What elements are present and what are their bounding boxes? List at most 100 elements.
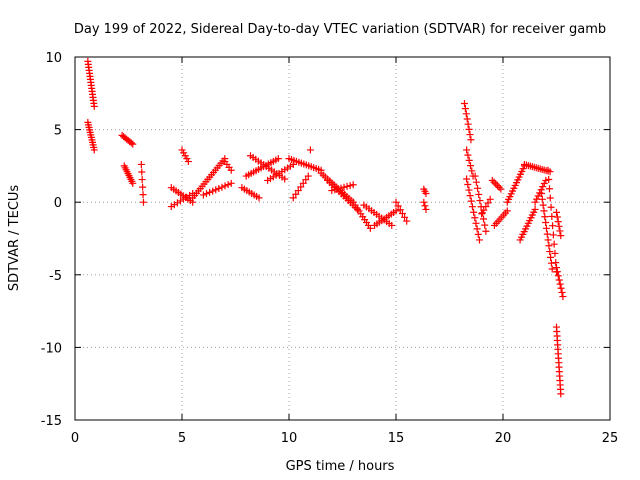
data-point — [555, 222, 563, 230]
data-point — [557, 232, 565, 240]
data-point — [553, 264, 560, 272]
data-point — [554, 218, 562, 226]
data-point — [467, 136, 475, 144]
y-tick-label: -5 — [49, 269, 62, 284]
grid-lines — [75, 57, 610, 420]
data-point — [550, 240, 558, 248]
data-point — [471, 214, 479, 222]
data-point — [466, 131, 474, 139]
data-point — [497, 185, 505, 193]
data-point — [199, 191, 207, 199]
data-point — [545, 175, 553, 183]
data-point — [484, 199, 492, 207]
data-point — [559, 293, 567, 301]
data-point — [555, 276, 563, 284]
data-point — [221, 182, 229, 190]
chart-title: Day 199 of 2022, Sidereal Day-to-day VTE… — [74, 22, 606, 37]
data-point — [545, 242, 553, 250]
data-point — [547, 203, 555, 211]
data-point — [470, 208, 478, 216]
data-point — [139, 183, 147, 191]
data-point — [476, 197, 484, 205]
data-point — [551, 249, 559, 257]
data-point — [289, 160, 297, 168]
data-point — [255, 194, 263, 202]
data-point — [465, 156, 473, 164]
data-point — [129, 179, 137, 187]
data-point — [465, 125, 473, 133]
data-point — [557, 390, 565, 398]
data-point — [466, 162, 474, 170]
data-point — [304, 172, 312, 180]
data-point — [543, 230, 551, 238]
data-point — [544, 166, 552, 174]
data-point — [467, 197, 475, 205]
data-point — [468, 203, 476, 211]
data-point — [478, 210, 486, 218]
x-tick-label: 15 — [388, 431, 405, 446]
data-point — [299, 179, 307, 187]
data-point — [281, 175, 289, 183]
axis-ticks: 0 5 10 15 20 25 -15 -10 -5 0 5 10 — [41, 51, 619, 446]
data-point — [294, 187, 302, 195]
data-point — [421, 202, 429, 210]
x-tick-label: 25 — [602, 431, 619, 446]
data-point — [403, 217, 411, 225]
data-point — [538, 189, 546, 197]
data-point — [388, 221, 396, 229]
data-point — [482, 203, 490, 211]
data-point — [503, 207, 511, 215]
data-point — [331, 186, 339, 194]
data-point — [464, 120, 472, 128]
data-point — [420, 198, 428, 206]
data-point — [474, 230, 482, 238]
x-axis-label: GPS time / hours — [286, 459, 395, 474]
data-point — [139, 191, 147, 199]
data-point — [90, 146, 98, 154]
y-tick-label: 10 — [45, 51, 62, 66]
data-point — [463, 146, 471, 154]
data-point — [466, 192, 474, 200]
data-point — [90, 102, 98, 110]
data-point — [558, 288, 566, 296]
data-point — [473, 225, 481, 233]
data-point — [366, 224, 374, 232]
x-tick-label: 0 — [71, 431, 79, 446]
data-point — [481, 221, 489, 229]
data-point — [553, 213, 561, 221]
data-point — [475, 236, 483, 244]
data-point — [461, 105, 469, 113]
data-point — [549, 222, 557, 230]
data-point — [542, 219, 550, 227]
data-point — [552, 259, 560, 267]
data-point — [546, 248, 554, 256]
y-axis-label: SDTVAR / TECUs — [7, 185, 22, 292]
data-point — [401, 213, 409, 221]
data-point — [274, 155, 282, 163]
data-points — [84, 57, 567, 398]
data-point — [541, 213, 549, 221]
data-point — [212, 186, 220, 194]
plot-frame — [74, 56, 611, 421]
data-point — [463, 115, 471, 123]
data-point — [545, 185, 553, 193]
data-point — [460, 99, 468, 107]
data-point — [306, 146, 314, 154]
data-point — [482, 227, 490, 235]
data-point — [297, 183, 305, 191]
data-point — [474, 184, 482, 192]
data-point — [422, 189, 430, 197]
data-point — [227, 179, 235, 187]
data-point — [334, 185, 342, 193]
data-point — [227, 166, 235, 174]
data-point — [346, 182, 354, 190]
data-point — [215, 184, 223, 192]
data-point — [392, 198, 400, 206]
data-point — [138, 176, 146, 184]
data-point — [398, 210, 406, 218]
data-point — [328, 187, 336, 195]
data-point — [464, 151, 472, 159]
data-point — [549, 231, 557, 239]
